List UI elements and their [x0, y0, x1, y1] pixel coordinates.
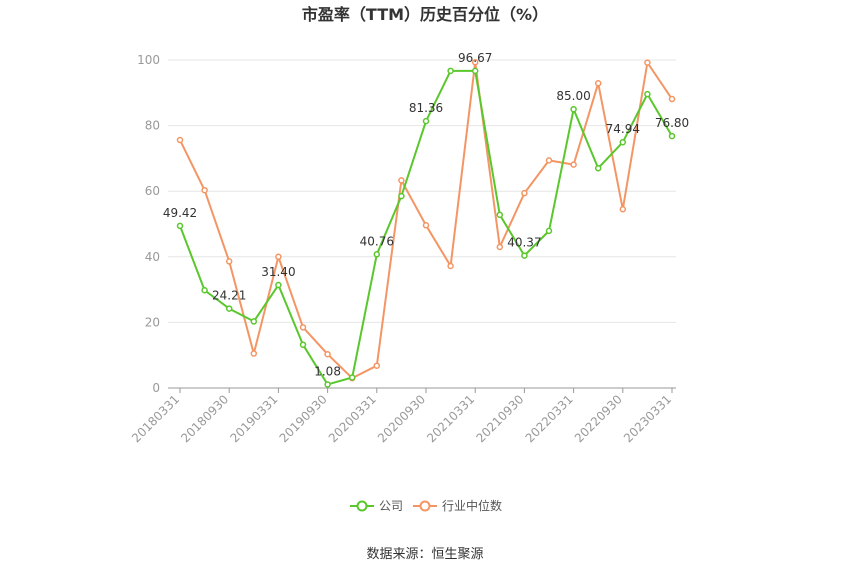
data-label: 24.21 [212, 289, 246, 303]
data-label: 40.37 [507, 236, 541, 250]
series-0-point [496, 211, 504, 219]
series-1-point [201, 186, 208, 194]
data-label: 31.40 [261, 265, 295, 279]
series-1-point [496, 243, 504, 251]
series-0-point [619, 138, 627, 146]
x-axis-ticks: 2018033120180930201903312019093020200331… [129, 388, 674, 445]
x-tick-label: 20210331 [424, 392, 477, 445]
grid [168, 59, 676, 323]
series-1-point [373, 362, 381, 369]
series-1-point [521, 189, 528, 197]
series-0-point [373, 251, 381, 258]
series-0-point [324, 381, 331, 388]
data-label: 85.00 [556, 89, 590, 103]
legend-item-1[interactable]: 行业中位数 [413, 498, 502, 513]
x-tick-label: 20180331 [129, 392, 182, 445]
legend[interactable]: 公司 行业中位数 [350, 498, 502, 513]
x-tick-label: 20190331 [227, 392, 280, 445]
series-0-point [644, 90, 651, 98]
series-1-point [545, 157, 553, 164]
series-0-point [176, 222, 184, 230]
series-0-point [447, 67, 454, 75]
data-labels: 49.42 24.21 31.40 1.08 40.76 81.36 96.67 40.37 8… [163, 51, 689, 379]
series-0-point [422, 117, 430, 125]
x-tick-label: 20220930 [572, 392, 625, 445]
series-0-point [201, 287, 208, 294]
data-label: 81.36 [409, 101, 443, 115]
series-0-point [275, 281, 282, 289]
series-1-point [644, 59, 651, 66]
y-tick-label: 60 [145, 184, 160, 198]
series-0-point [570, 105, 577, 113]
data-label: 49.42 [163, 206, 197, 220]
x-tick-label: 20220331 [523, 392, 576, 445]
x-tick-label: 20200930 [375, 392, 428, 445]
series-1-point [324, 350, 331, 358]
series-1-point [471, 59, 479, 66]
legend-item-0[interactable]: 公司 [350, 499, 403, 513]
data-label: 76.80 [655, 116, 689, 130]
series-1-point [619, 205, 627, 213]
series-0-point [521, 252, 528, 259]
data-label: 96.67 [458, 51, 492, 65]
y-tick-label: 40 [145, 250, 160, 264]
x-tick-label: 20200331 [326, 392, 379, 445]
y-tick-label: 100 [137, 53, 160, 67]
series-0-point [668, 132, 676, 140]
series-1-point [447, 262, 454, 270]
legend-label: 行业中位数 [442, 498, 502, 513]
series-0-point [545, 227, 553, 235]
series-layer [176, 59, 676, 388]
y-axis-ticks: 0 20 40 60 80 100 [137, 53, 160, 395]
series-1-point [570, 161, 577, 168]
series-1-point [299, 324, 307, 331]
series-0-point [471, 67, 479, 75]
data-label: 74.94 [606, 122, 640, 136]
series-1-point [250, 350, 258, 357]
data-label: 40.76 [360, 234, 394, 248]
series-0-point [299, 341, 307, 348]
series-1-point [594, 80, 602, 87]
y-tick-label: 80 [145, 119, 160, 133]
series-1-point [422, 222, 430, 229]
legend-marker [356, 500, 368, 512]
series-1-point [225, 258, 233, 265]
x-tick-label: 20180930 [178, 392, 231, 445]
x-tick-label: 20190930 [277, 392, 330, 445]
chart-title: 市盈率（TTM）历史百分位（%） [302, 5, 548, 24]
legend-marker [419, 500, 431, 512]
series-0-point [225, 305, 233, 312]
series-0-point [398, 192, 405, 200]
series-0-point [594, 164, 602, 172]
series-0-point [348, 374, 356, 381]
series-1-point [668, 95, 676, 103]
legend-label: 公司 [379, 499, 403, 513]
x-tick-label: 20210930 [473, 392, 526, 445]
y-tick-label: 20 [145, 315, 160, 329]
data-source: 数据来源：恒生聚源 [366, 547, 483, 562]
series-1-point [398, 177, 405, 184]
data-label: 1.08 [314, 364, 341, 378]
series-0-point [250, 318, 258, 325]
y-tick-label: 0 [152, 381, 160, 395]
series-1-point [275, 253, 282, 261]
x-tick-label: 20230331 [621, 392, 674, 445]
series-1-point [176, 136, 184, 144]
